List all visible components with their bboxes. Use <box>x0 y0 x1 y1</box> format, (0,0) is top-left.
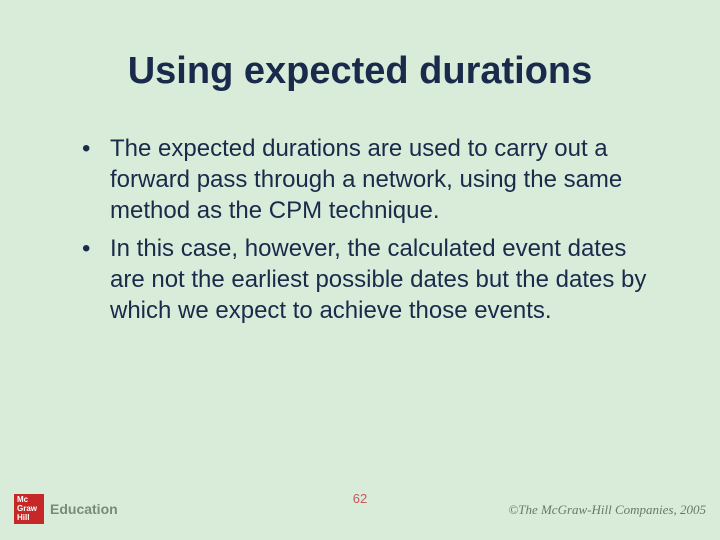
logo-icon-line2: Graw <box>17 505 37 513</box>
logo-icon-line1: Mc <box>17 496 28 504</box>
copyright-text: ©The McGraw-Hill Companies, 2005 <box>508 502 706 518</box>
publisher-logo: Mc Graw Hill Education <box>14 494 118 524</box>
bullet-item: The expected durations are used to carry… <box>110 133 650 227</box>
bullet-item: In this case, however, the calculated ev… <box>110 233 650 327</box>
page-number: 62 <box>353 491 367 506</box>
footer: Mc Graw Hill Education 62 ©The McGraw-Hi… <box>0 484 720 524</box>
logo-icon: Mc Graw Hill <box>14 494 44 524</box>
logo-text: Education <box>50 501 118 517</box>
bullet-list: The expected durations are used to carry… <box>70 133 650 326</box>
slide-title: Using expected durations <box>70 50 650 93</box>
slide: Using expected durations The expected du… <box>0 0 720 540</box>
logo-icon-line3: Hill <box>17 514 29 522</box>
